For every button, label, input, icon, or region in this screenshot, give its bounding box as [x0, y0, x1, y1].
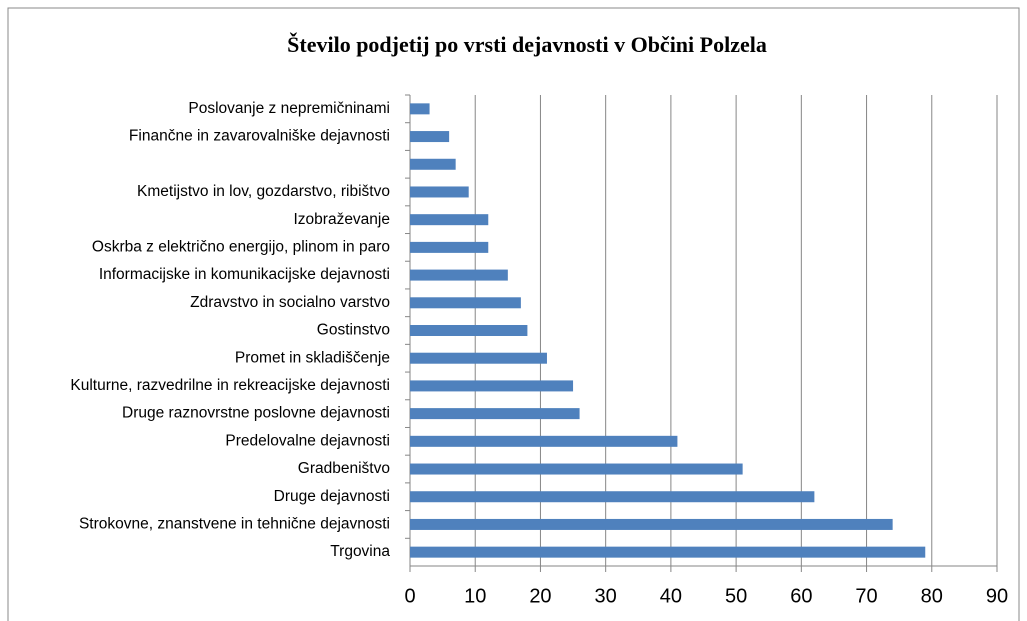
bar	[410, 546, 926, 558]
x-tick-label: 60	[790, 585, 812, 607]
bar	[410, 325, 528, 336]
y-tick-label: Finančne in zavarovalniške dejavnosti	[129, 128, 390, 145]
bar	[410, 158, 456, 170]
x-tick-label: 10	[464, 585, 486, 607]
y-tick-label: Gradbeništvo	[298, 460, 390, 477]
chart-title: Število podjetij po vrsti dejavnosti v O…	[287, 32, 767, 57]
y-tick-label: Poslovanje z nepremičninami	[188, 100, 390, 117]
y-tick-label: Oskrba z električno energijo, plinom in …	[92, 238, 390, 255]
bar	[410, 380, 574, 392]
y-tick-label: Promet in skladiščenje	[235, 349, 390, 366]
bar	[410, 103, 430, 115]
y-tick-label: Gostinstvo	[317, 322, 390, 339]
y-tick-label: Informacijske in komunikacijske dejavnos…	[99, 266, 390, 283]
y-tick-label: Predelovalne dejavnosti	[225, 432, 390, 449]
y-tick-label: Izobraževanje	[293, 211, 390, 228]
x-tick-label: 40	[660, 585, 682, 607]
bar	[410, 214, 489, 226]
chart-frame	[7, 7, 1020, 621]
y-tick-label: Druge dejavnosti	[274, 488, 390, 505]
bar	[410, 186, 469, 198]
x-tick-label: 80	[921, 585, 943, 607]
x-tick-label: 20	[529, 585, 551, 607]
bar	[410, 241, 489, 253]
bar	[410, 463, 743, 475]
x-tick-label: 70	[855, 585, 877, 607]
bar	[410, 408, 580, 420]
bar	[410, 518, 893, 530]
y-tick-label: Druge raznovrstne poslovne dejavnosti	[122, 405, 390, 422]
x-tick-label: 50	[725, 585, 747, 607]
bar	[410, 352, 547, 364]
y-tick-label: Strokovne, znanstvene in tehnične dejavn…	[79, 516, 390, 533]
bar	[410, 269, 508, 281]
bar	[410, 491, 815, 503]
x-tick-label: 0	[404, 585, 415, 607]
y-tick-label: Kulturne, razvedrilne in rekreacijske de…	[70, 377, 390, 394]
y-tick-label: Zdravstvo in socialno varstvo	[190, 294, 390, 311]
x-tick-label: 90	[986, 585, 1008, 607]
y-tick-label: Kmetijstvo in lov, gozdarstvo, ribištvo	[137, 183, 390, 200]
x-tick-label: 30	[595, 585, 617, 607]
y-tick-label: Trgovina	[330, 543, 390, 560]
bar	[410, 297, 521, 309]
bar	[410, 435, 678, 447]
bar	[410, 131, 450, 143]
